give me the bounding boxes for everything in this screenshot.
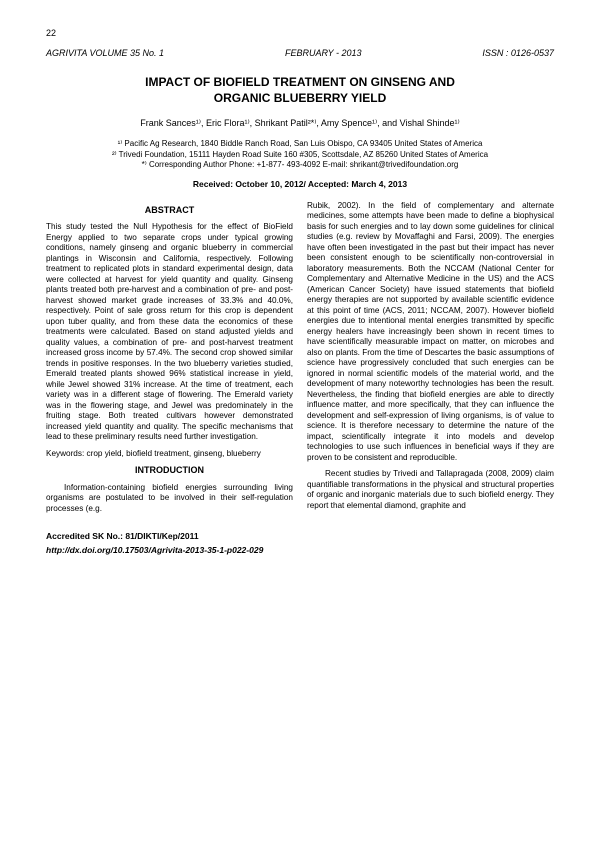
abstract-body: This study tested the Null Hypothesis fo… (46, 222, 293, 443)
column-left: ABSTRACT This study tested the Null Hypo… (46, 201, 293, 521)
affiliations: ¹⁾ Pacific Ag Research, 1840 Biddle Ranc… (46, 139, 554, 170)
keywords: Keywords: crop yield, biofield treatment… (46, 449, 293, 460)
corresponding-author: *⁾ Corresponding Author Phone: +1-877- 4… (46, 160, 554, 170)
accredited-sk: Accredited SK No.: 81/DIKTI/Kep/2011 (46, 530, 554, 544)
page-number: 22 (46, 28, 554, 38)
running-header: AGRIVITA VOLUME 35 No. 1 FEBRUARY - 2013… (46, 48, 554, 58)
intro-para-3: Recent studies by Trivedi and Tallapraga… (307, 469, 554, 511)
title-line2: ORGANIC BLUEBERRY YIELD (46, 90, 554, 106)
abstract-heading: ABSTRACT (46, 205, 293, 217)
journal-volume: AGRIVITA VOLUME 35 No. 1 (46, 48, 164, 58)
intro-para-2: Rubik, 2002). In the field of complement… (307, 201, 554, 464)
introduction-heading: INTRODUCTION (46, 465, 293, 477)
authors: Frank Sances¹⁾, Eric Flora¹⁾, Shrikant P… (46, 118, 554, 129)
received-accepted-dates: Received: October 10, 2012/ Accepted: Ma… (46, 179, 554, 189)
issue-date: FEBRUARY - 2013 (285, 48, 362, 58)
article-title: IMPACT OF BIOFIELD TREATMENT ON GINSENG … (46, 74, 554, 106)
affiliation-2: ²⁾ Trivedi Foundation, 15111 Hayden Road… (46, 150, 554, 160)
footer: Accredited SK No.: 81/DIKTI/Kep/2011 htt… (46, 530, 554, 557)
doi-link[interactable]: http://dx.doi.org/10.17503/Agrivita-2013… (46, 544, 554, 558)
intro-para-1: Information-containing biofield energies… (46, 483, 293, 515)
column-right: Rubik, 2002). In the field of complement… (307, 201, 554, 521)
issn: ISSN : 0126-0537 (482, 48, 554, 58)
title-line1: IMPACT OF BIOFIELD TREATMENT ON GINSENG … (46, 74, 554, 90)
body-columns: ABSTRACT This study tested the Null Hypo… (46, 201, 554, 521)
page: 22 AGRIVITA VOLUME 35 No. 1 FEBRUARY - 2… (0, 0, 600, 577)
affiliation-1: ¹⁾ Pacific Ag Research, 1840 Biddle Ranc… (46, 139, 554, 149)
